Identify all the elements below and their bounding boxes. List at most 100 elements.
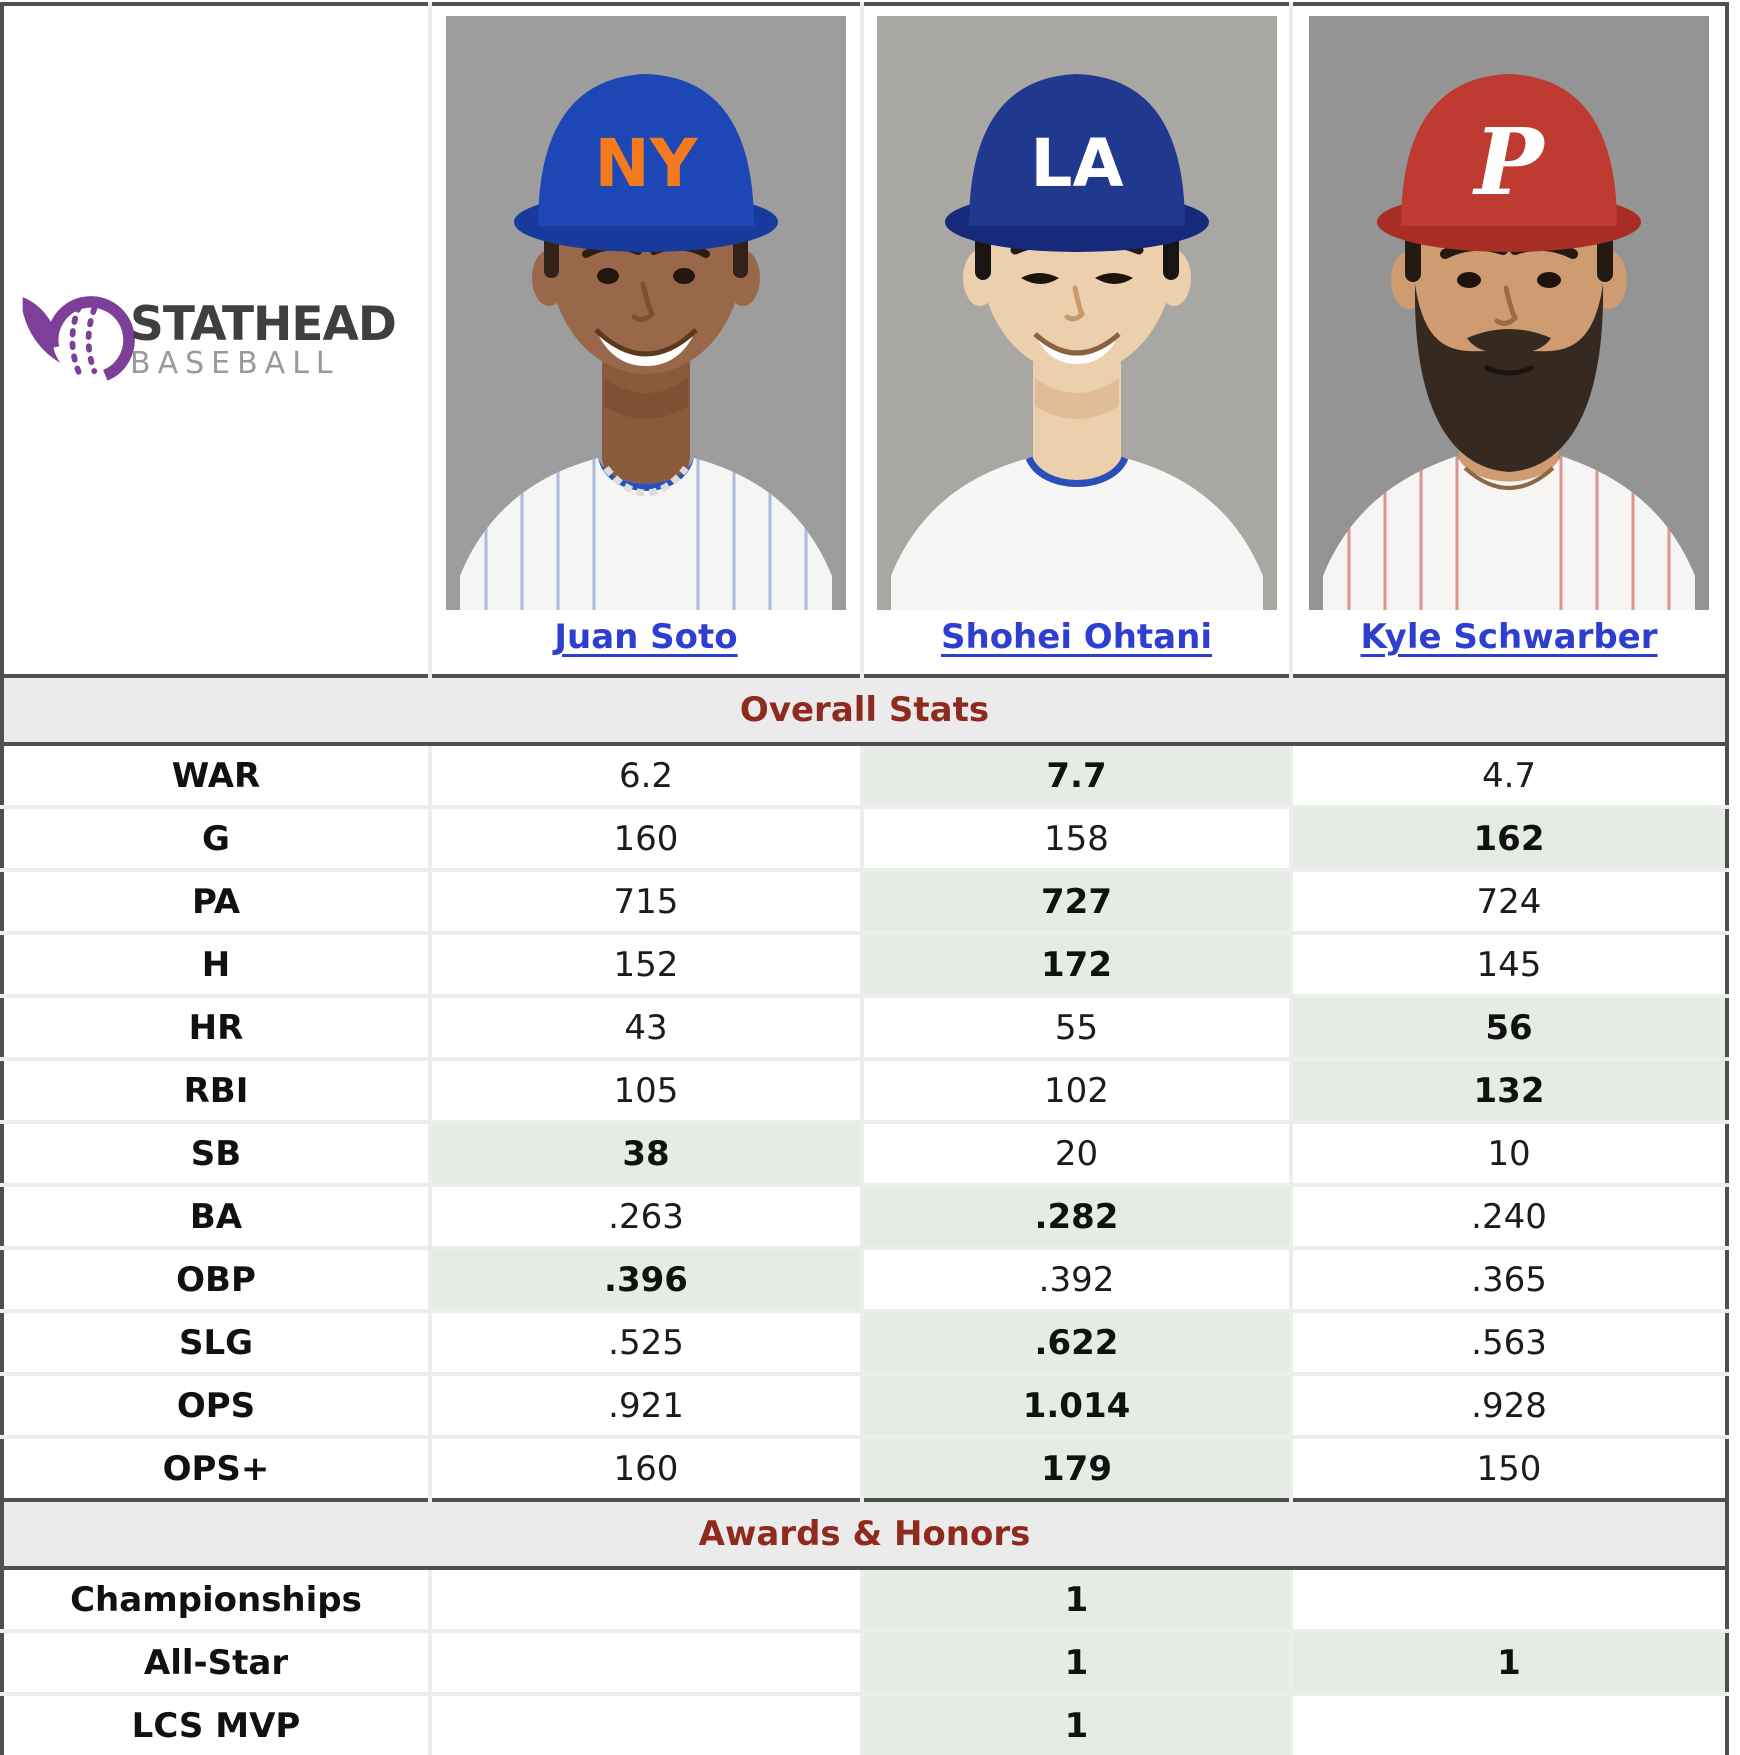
player-link-kyle-schwarber[interactable]: Kyle Schwarber: [1360, 617, 1658, 657]
stat-label: BA: [2, 1183, 430, 1248]
stat-value-juan-soto: [428, 1692, 862, 1755]
stat-value-kyle-schwarber: 4.7: [1289, 742, 1727, 807]
stat-value-kyle-schwarber: 1: [1289, 1629, 1727, 1694]
stat-value-juan-soto: .921: [428, 1372, 862, 1437]
stat-label: WAR: [2, 742, 430, 807]
stat-value-shohei-ohtani: 158: [860, 805, 1291, 870]
table-row: OBP .396 .392 .365: [2, 1246, 1727, 1311]
table-row: SB 38 20 10: [2, 1120, 1727, 1185]
table-row: BA .263 .282 .240: [2, 1183, 1727, 1248]
stat-value-kyle-schwarber: .365: [1289, 1246, 1727, 1311]
table-row: OPS+ 160 179 150: [2, 1435, 1727, 1500]
stat-value-shohei-ohtani: 102: [860, 1057, 1291, 1122]
stat-value-juan-soto: .525: [428, 1309, 862, 1374]
logo-text: STATHEAD BASEBALL: [130, 296, 397, 381]
stat-value-shohei-ohtani: 1: [860, 1566, 1291, 1631]
stat-value-kyle-schwarber: 150: [1289, 1435, 1727, 1500]
stat-value-juan-soto: 38: [428, 1120, 862, 1185]
stat-value-juan-soto: 105: [428, 1057, 862, 1122]
stat-value-juan-soto: 152: [428, 931, 862, 996]
stat-value-shohei-ohtani: 55: [860, 994, 1291, 1059]
stat-value-juan-soto: [428, 1566, 862, 1631]
stat-value-kyle-schwarber: 10: [1289, 1120, 1727, 1185]
dodgers-cap-logo: LA: [1030, 125, 1123, 202]
stat-label: G: [2, 805, 430, 870]
table-row: HR 43 55 56: [2, 994, 1727, 1059]
stat-value-shohei-ohtani: 1.014: [860, 1372, 1291, 1437]
section-header-row: Awards & Honors: [2, 1498, 1727, 1570]
section-title: Awards & Honors: [2, 1498, 1727, 1570]
stat-label: PA: [2, 868, 430, 933]
table-row: WAR 6.2 7.7 4.7: [2, 742, 1727, 807]
table-row: Championships 1: [2, 1566, 1727, 1631]
player-cell-shohei-ohtani: LA Shohei Ohtani: [860, 4, 1291, 676]
table-row: G 160 158 162: [2, 805, 1727, 870]
stat-value-shohei-ohtani: 1: [860, 1629, 1291, 1694]
stat-value-shohei-ohtani: 20: [860, 1120, 1291, 1185]
stat-label: H: [2, 931, 430, 996]
player-photo-kyle-schwarber: P Kyle Schwarber: [1293, 6, 1725, 657]
logo-subtitle: BASEBALL: [130, 345, 340, 381]
stat-label: RBI: [2, 1057, 430, 1122]
stat-value-shohei-ohtani: 727: [860, 868, 1291, 933]
player-headshot-phillies: P: [1309, 16, 1709, 610]
player-cell-kyle-schwarber: P Kyle Schwarber: [1289, 4, 1727, 676]
stathead-logo: STATHEAD BASEBALL: [4, 288, 428, 392]
stat-value-juan-soto: 43: [428, 994, 862, 1059]
section-title: Overall Stats: [2, 674, 1727, 746]
stat-value-juan-soto: [428, 1629, 862, 1694]
stat-value-kyle-schwarber: 56: [1289, 994, 1727, 1059]
stat-label: OPS+: [2, 1435, 430, 1500]
stat-value-kyle-schwarber: 145: [1289, 931, 1727, 996]
section-header-row: Overall Stats: [2, 674, 1727, 746]
stat-label: SB: [2, 1120, 430, 1185]
stat-value-juan-soto: 160: [428, 1435, 862, 1500]
stat-value-kyle-schwarber: 132: [1289, 1057, 1727, 1122]
table-row: PA 715 727 724: [2, 868, 1727, 933]
table-row: SLG .525 .622 .563: [2, 1309, 1727, 1374]
stat-value-juan-soto: 6.2: [428, 742, 862, 807]
stat-value-juan-soto: .396: [428, 1246, 862, 1311]
stat-value-kyle-schwarber: [1289, 1692, 1727, 1755]
player-photo-juan-soto: NY Juan Soto: [432, 6, 860, 657]
stat-value-juan-soto: 715: [428, 868, 862, 933]
table-row: H 152 172 145: [2, 931, 1727, 996]
stat-value-kyle-schwarber: 162: [1289, 805, 1727, 870]
player-link-juan-soto[interactable]: Juan Soto: [554, 617, 738, 657]
stat-value-kyle-schwarber: 724: [1289, 868, 1727, 933]
stat-value-kyle-schwarber: .928: [1289, 1372, 1727, 1437]
stathead-baseball-icon: [22, 296, 135, 384]
stat-value-shohei-ohtani: 179: [860, 1435, 1291, 1500]
stat-label: Championships: [2, 1566, 430, 1631]
stat-label: HR: [2, 994, 430, 1059]
table-row: LCS MVP 1: [2, 1692, 1727, 1755]
stat-value-shohei-ohtani: .622: [860, 1309, 1291, 1374]
stat-label: OPS: [2, 1372, 430, 1437]
player-photo-shohei-ohtani: LA Shohei Ohtani: [864, 6, 1289, 657]
stat-value-kyle-schwarber: .563: [1289, 1309, 1727, 1374]
table-row: RBI 105 102 132: [2, 1057, 1727, 1122]
stat-value-juan-soto: .263: [428, 1183, 862, 1248]
table-row: All-Star 1 1: [2, 1629, 1727, 1694]
photo-row: STATHEAD BASEBALL: [2, 4, 1727, 676]
player-headshot-mets: NY: [446, 16, 846, 610]
player-cell-juan-soto: NY Juan Soto: [428, 4, 862, 676]
stat-label: LCS MVP: [2, 1692, 430, 1755]
player-headshot-dodgers: LA: [876, 16, 1277, 610]
stat-value-shohei-ohtani: 172: [860, 931, 1291, 996]
stat-label: OBP: [2, 1246, 430, 1311]
table-row: OPS .921 1.014 .928: [2, 1372, 1727, 1437]
stat-label: All-Star: [2, 1629, 430, 1694]
mets-cap-logo: NY: [594, 125, 698, 202]
stat-value-kyle-schwarber: .240: [1289, 1183, 1727, 1248]
stat-value-shohei-ohtani: .392: [860, 1246, 1291, 1311]
phillies-cap-logo: P: [1471, 108, 1546, 216]
stat-value-juan-soto: 160: [428, 805, 862, 870]
stat-value-shohei-ohtani: 7.7: [860, 742, 1291, 807]
player-link-shohei-ohtani[interactable]: Shohei Ohtani: [941, 617, 1212, 657]
logo-title: STATHEAD: [130, 296, 397, 352]
stat-value-shohei-ohtani: .282: [860, 1183, 1291, 1248]
stat-value-shohei-ohtani: 1: [860, 1692, 1291, 1755]
